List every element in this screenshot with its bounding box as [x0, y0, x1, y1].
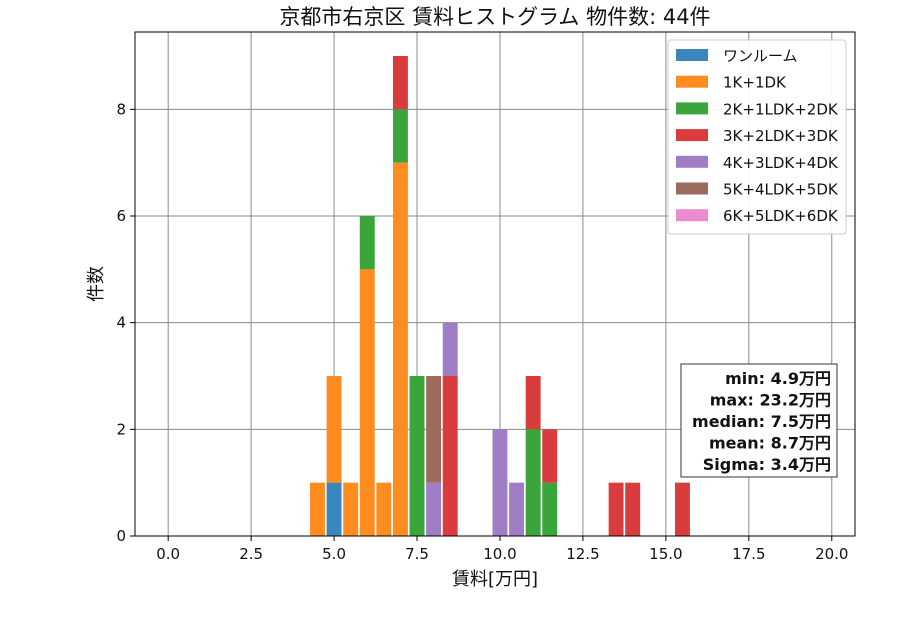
x-tick-label: 7.5: [405, 545, 429, 563]
bar-segment: [392, 56, 408, 110]
y-tick-label: 0: [116, 527, 126, 545]
bar-segment: [392, 109, 408, 163]
x-tick-label: 15.0: [649, 545, 682, 563]
x-axis-label: 賃料[万円]: [452, 569, 538, 590]
bar-segment: [442, 322, 458, 376]
legend-swatch: [676, 75, 708, 88]
bar-segment: [442, 376, 458, 536]
bars: [310, 56, 690, 536]
bar-segment: [359, 269, 375, 536]
legend-swatch: [676, 102, 708, 115]
legend-swatch: [676, 182, 708, 195]
legend-label: 4K+3LDK+4DK: [723, 154, 839, 172]
legend-swatch: [676, 49, 708, 61]
x-tick-label: 2.5: [239, 545, 263, 563]
y-tick-label: 2: [116, 420, 126, 438]
bar-segment: [542, 429, 558, 483]
y-tick-label: 4: [116, 314, 126, 332]
legend-label: 6K+5LDK+6DK: [723, 207, 839, 225]
chart-title: 京都市右京区 賃料ヒストグラム 物件数: 44件: [279, 5, 710, 29]
plot-area-frame: [134, 31, 856, 537]
y-tick-label: 8: [116, 100, 126, 118]
bar-segment: [426, 482, 442, 536]
bar-segment: [426, 376, 442, 483]
y-tick-label: 6: [116, 207, 126, 225]
legend-swatch: [676, 129, 708, 142]
stats-line: max: 23.2万円: [710, 391, 831, 410]
bar-segment: [392, 162, 408, 536]
bar-segment: [343, 482, 359, 536]
bar-segment: [409, 376, 425, 536]
x-tick-label: 20.0: [815, 545, 848, 563]
x-tick-label: 10.0: [483, 545, 516, 563]
bar-segment: [492, 429, 508, 536]
bar-segment: [376, 482, 392, 536]
legend-label: 3K+2LDK+3DK: [723, 127, 839, 145]
bar-segment: [326, 376, 342, 483]
legend: ワンルーム 1K+1DK 2K+1LDK+2DK 3K+2LDK+3DK 4K+3LDK…: [667, 39, 847, 235]
bar-segment: [326, 482, 342, 536]
stats-line: mean: 8.7万円: [709, 434, 831, 453]
bar-segment: [509, 482, 525, 536]
legend-swatch: [676, 209, 708, 222]
legend-label: 5K+4LDK+5DK: [723, 181, 839, 199]
bar-segment: [359, 216, 375, 270]
legend-label: 2K+1LDK+2DK: [723, 100, 839, 118]
x-tick-label: 5.0: [322, 545, 346, 563]
x-axis-ticks: 0.0 2.5 5.0 7.5 10.0 12.5 15.0 17.5 20.0: [156, 536, 848, 563]
bar-segment: [675, 482, 690, 536]
bar-segment: [525, 429, 541, 536]
bar-segment: [608, 482, 624, 536]
x-tick-label: 12.5: [566, 545, 599, 563]
x-tick-label: 0.0: [156, 545, 180, 563]
stats-box: min: 4.9万円 max: 23.2万円 median: 7.5万円 mean: …: [680, 363, 838, 478]
y-axis-label: 件数: [86, 266, 107, 302]
x-tick-label: 17.5: [732, 545, 765, 563]
stats-line: median: 7.5万円: [692, 412, 831, 431]
bar-segment: [310, 482, 325, 536]
stats-line: min: 4.9万円: [725, 369, 831, 388]
legend-swatch: [676, 155, 708, 168]
bar-segment: [542, 482, 558, 536]
legend-label: ワンルーム: [723, 47, 798, 65]
bar-segment: [525, 376, 541, 430]
legend-box: [667, 39, 847, 235]
legend-label: 1K+1DK: [723, 74, 787, 92]
y-axis-ticks: 0 2 4 6 8: [116, 100, 135, 545]
stats-line: Sigma: 3.4万円: [703, 455, 831, 474]
stats-box-frame: [680, 363, 838, 478]
bar-segment: [625, 482, 641, 536]
